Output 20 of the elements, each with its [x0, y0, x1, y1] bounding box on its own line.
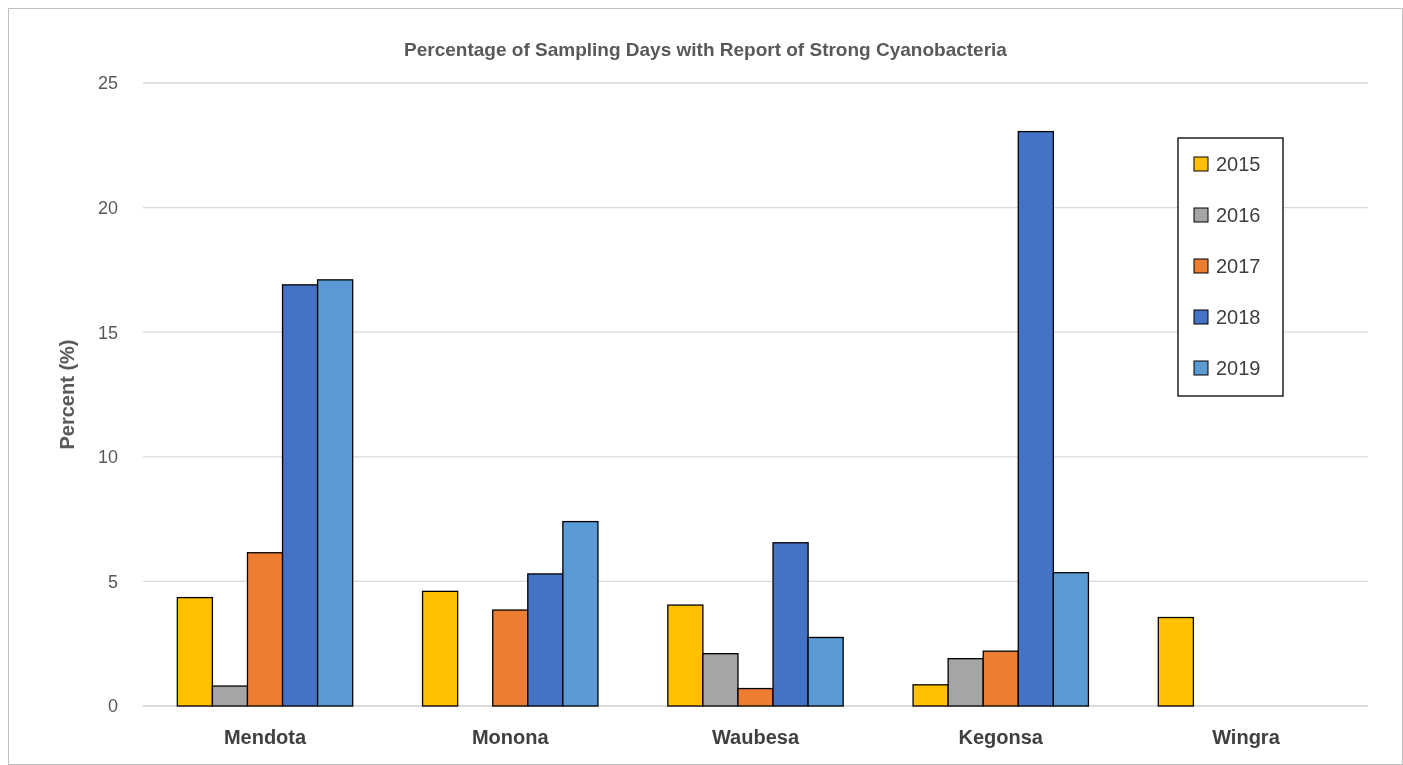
- y-tick-label: 15: [97, 322, 118, 343]
- legend-label: 2015: [1216, 153, 1261, 175]
- x-tick-label: Waubesa: [711, 726, 800, 748]
- legend-label: 2018: [1216, 306, 1261, 328]
- x-tick-label: Mendota: [223, 726, 307, 748]
- chart-title: Percentage of Sampling Days with Report of Strong Cyanobacteria: [404, 39, 1008, 60]
- y-tick-label: 10: [97, 447, 118, 468]
- legend-label: 2017: [1216, 255, 1261, 277]
- y-tick-label: 5: [107, 571, 118, 592]
- legend-label: 2019: [1216, 357, 1261, 379]
- bar: [421, 590, 459, 707]
- y-axis-title: Percent (%): [56, 339, 78, 450]
- y-tick-label: 25: [97, 73, 118, 94]
- bar: [1157, 616, 1195, 707]
- y-tick-label: 20: [97, 197, 118, 218]
- y-tick-label: 0: [107, 696, 118, 717]
- legend-label: 2016: [1216, 204, 1261, 226]
- x-tick-label: Wingra: [1212, 726, 1281, 748]
- x-tick-label: Monona: [471, 726, 550, 748]
- x-tick-label: Kegonsa: [958, 726, 1044, 748]
